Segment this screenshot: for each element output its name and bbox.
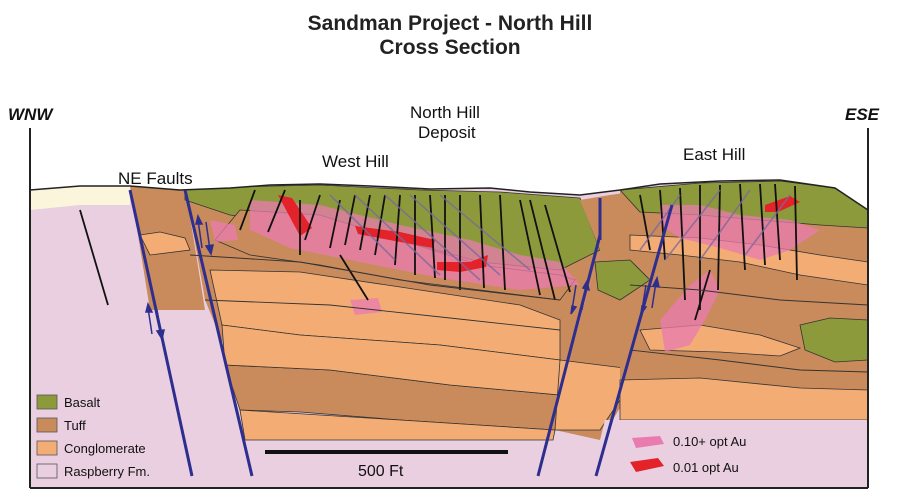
legend-label-0-01-opt: 0.01 opt Au <box>673 460 739 475</box>
legend-swatch-tuff <box>36 417 58 433</box>
legend-swatch-0-10-opt <box>632 436 664 448</box>
east-hill-label: East Hill <box>683 145 745 164</box>
legend-swatch-0-01-opt <box>630 458 664 472</box>
legend-swatch-raspberry <box>36 463 58 479</box>
section-title: Sandman Project - North Hill Cross Secti… <box>0 12 900 60</box>
direction-left: WNW <box>8 105 54 124</box>
legend-label-conglomerate: Conglomerate <box>64 441 146 456</box>
angled-drill-holes <box>329 189 791 281</box>
geology-layers <box>30 180 868 488</box>
fault-basalt-sliver <box>594 259 651 301</box>
horst-conglomerate <box>139 231 191 256</box>
deposit-label-line-1: North Hill <box>410 103 480 122</box>
contacts <box>189 254 868 373</box>
legend-label-0-10-opt: 0.10+ opt Au <box>673 434 746 449</box>
fault-east-2 <box>594 204 674 477</box>
grade-legend: 0.10+ opt Au 0.01 opt Au <box>630 434 746 475</box>
east-raspberry <box>600 420 868 440</box>
legend-label-raspberry: Raspberry Fm. <box>64 464 150 479</box>
east-basalt-lower <box>799 317 868 363</box>
west-hill-label: West Hill <box>322 152 389 171</box>
legend-swatch-basalt <box>36 394 58 410</box>
scale-bar-label: 500 Ft <box>358 463 404 480</box>
fault-east-1 <box>536 234 602 477</box>
direction-right: ESE <box>845 105 880 124</box>
legend-swatch-conglomerate <box>36 440 58 456</box>
legend-label-tuff: Tuff <box>64 418 86 433</box>
rock-unit-legend: Basalt Tuff Conglomerate Raspberry Fm. <box>36 394 150 479</box>
ne-faults-label: NE Faults <box>118 169 193 188</box>
title-line-1: Sandman Project - North Hill <box>307 12 593 35</box>
alluvium <box>30 185 130 210</box>
fault-arrows <box>145 213 660 341</box>
fault-ne-2 <box>183 189 254 477</box>
legend-label-basalt: Basalt <box>64 395 101 410</box>
title-line-2: Cross Section <box>379 36 521 59</box>
deposit-label-line-2: Deposit <box>418 123 476 142</box>
ground-surface <box>29 179 869 211</box>
